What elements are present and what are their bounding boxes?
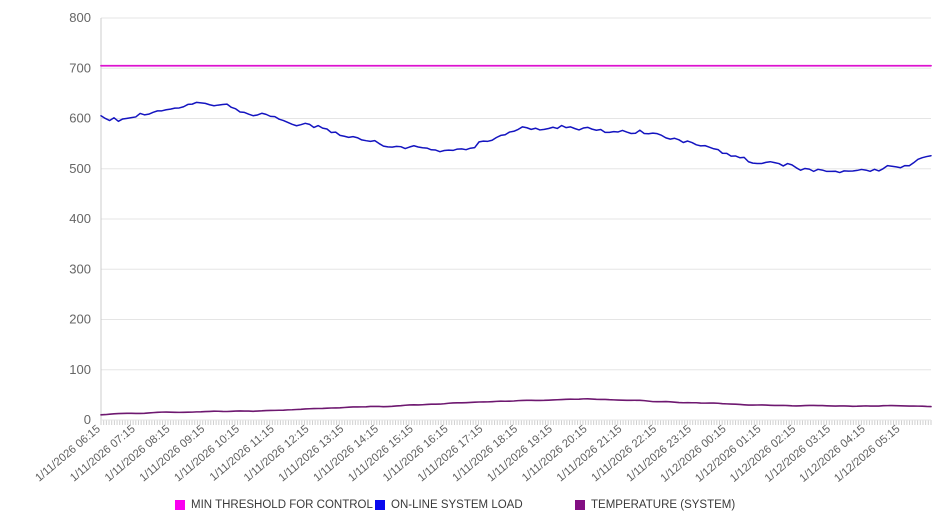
svg-text:800: 800 [69, 10, 91, 25]
svg-text:700: 700 [69, 60, 91, 75]
svg-text:200: 200 [69, 312, 91, 327]
svg-text:600: 600 [69, 111, 91, 126]
svg-text:0: 0 [84, 412, 91, 427]
svg-text:500: 500 [69, 161, 91, 176]
svg-text:400: 400 [69, 211, 91, 226]
svg-text:300: 300 [69, 261, 91, 276]
svg-text:100: 100 [69, 362, 91, 377]
